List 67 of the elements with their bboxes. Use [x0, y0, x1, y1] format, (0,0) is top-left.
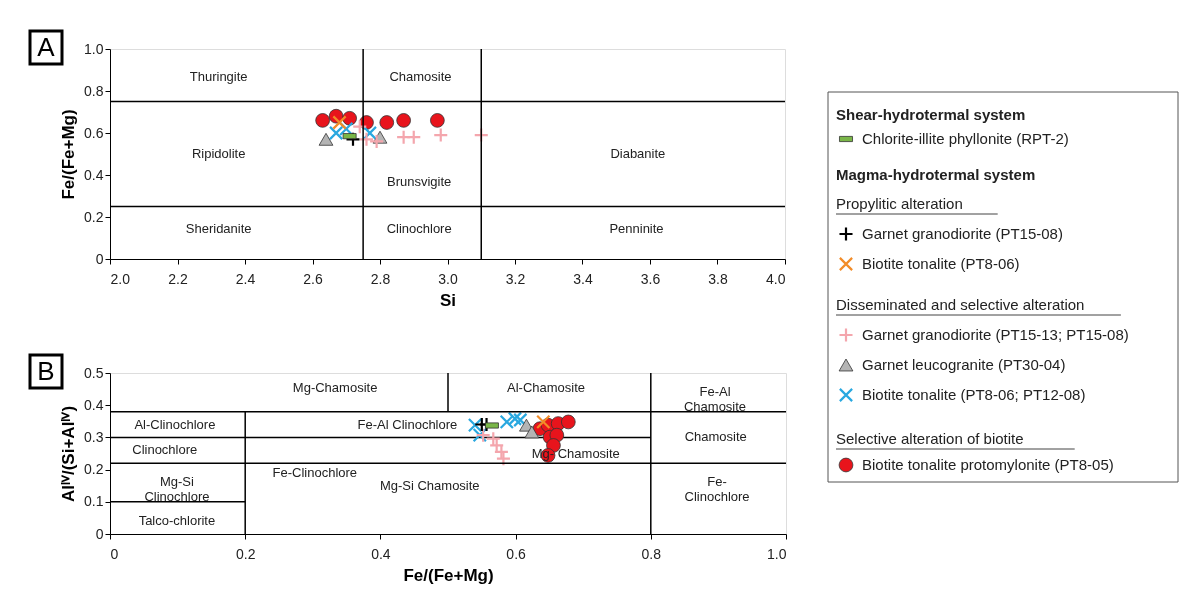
annotation: Al-Clinochlore — [134, 416, 216, 432]
legend-label: Garnet granodiorite (PT15-13; PT15-08) — [862, 326, 1129, 343]
x-tick-label: 0.6 — [506, 545, 527, 562]
x-tick-label: 0.2 — [235, 545, 256, 562]
legend-label: Biotite tonalite (PT8-06; PT12-08) — [862, 386, 1086, 403]
text: Shear-hydrotermal system — [836, 106, 1026, 123]
x-axis-title: Fe/(Fe+Mg) — [403, 565, 494, 585]
annotation: Fe-Clinochlore — [272, 464, 358, 480]
x-tick-label: 2.6 — [303, 270, 323, 287]
y-tick-label: 0.8 — [84, 82, 104, 99]
annotation: Fe-Al Clinochlore — [357, 416, 458, 432]
annotation: Penninite — [609, 220, 664, 236]
legend-label: Garnet leucogranite (PT30-04) — [862, 356, 1066, 373]
y-tick-label: 0.4 — [84, 396, 104, 413]
annotation: Mg-Chamosite — [292, 379, 378, 395]
annotation: Talco-chlorite — [138, 513, 216, 529]
legend-label: Biotite tonalite protomylonite (PT8-05) — [862, 456, 1114, 473]
text: Magma-hydrotermal system — [836, 166, 1036, 183]
legend-label: Biotite tonalite (PT8-06) — [862, 255, 1020, 272]
x-tick-label: 0.4 — [371, 545, 391, 562]
x-tick-label: 3.6 — [640, 270, 661, 287]
y-tick-label: 0.3 — [84, 428, 104, 445]
y-tick-label: 0.4 — [84, 166, 104, 183]
legend-label: Garnet granodiorite (PT15-08) — [862, 225, 1063, 242]
y-tick-label: 0.2 — [84, 461, 104, 478]
annotation: Chamosite — [389, 68, 452, 84]
x-tick-label: 0 — [110, 545, 119, 562]
y-axis-title: Fe/(Fe+Mg) — [59, 109, 79, 200]
x-tick-label: 3.8 — [708, 270, 728, 287]
y-tick-label: 0.2 — [84, 208, 104, 225]
x-axis-title: Si — [439, 290, 457, 310]
annotation: Mg-Si Chamosite — [379, 477, 480, 493]
annotation: Fe-Al Chamosite — [683, 384, 747, 415]
y-tick-label: 0 — [95, 525, 104, 542]
x-tick-label: 3.2 — [505, 270, 526, 287]
x-tick-label: 2.8 — [370, 270, 391, 287]
x-tick-label: 3.0 — [438, 270, 458, 287]
annotation: Ripidolite — [191, 146, 246, 161]
annotation: Al-Chamosite — [507, 379, 586, 395]
annotation: Mg-Si Clinochlore — [144, 474, 210, 505]
x-tick-label: 4.0 — [766, 270, 786, 287]
annotation: Diabanite — [610, 146, 666, 161]
annotation: Chamosite — [684, 429, 747, 445]
legend-label: Chlorite-illite phyllonite (RPT-2) — [862, 130, 1069, 147]
x-tick-label: 2.4 — [235, 270, 256, 287]
annotation: Clinochlore — [132, 442, 198, 458]
annotation: Brunsvigite — [386, 173, 452, 189]
y-tick-label: 0.6 — [84, 124, 104, 141]
x-tick-label: 3.4 — [573, 270, 593, 287]
text: Selective alteration of biotite — [836, 430, 1024, 447]
y-tick-label: 0 — [95, 250, 104, 267]
annotation: Clinochlore — [386, 220, 452, 236]
annotation: Fe- Clinochlore — [684, 474, 750, 505]
text: B — [37, 356, 55, 386]
y-tick-label: 1.0 — [84, 40, 104, 57]
x-tick-label: 0.8 — [641, 545, 662, 562]
text: A — [37, 32, 56, 62]
x-tick-label: 2.2 — [168, 270, 188, 287]
y-tick-label: 0.1 — [84, 493, 104, 510]
annotation: Thuringite — [189, 68, 248, 84]
text: Disseminated and selective alteration — [836, 296, 1085, 313]
y-axis-title: Alᴵⱽ/(Si+Alᴵⱽ) — [59, 405, 79, 503]
y-tick-label: 0.5 — [84, 364, 104, 381]
annotation: Sheridanite — [185, 220, 252, 236]
x-tick-label: 2.0 — [110, 270, 131, 287]
text: Propylitic alteration — [836, 195, 963, 212]
x-tick-label: 1.0 — [767, 545, 787, 562]
